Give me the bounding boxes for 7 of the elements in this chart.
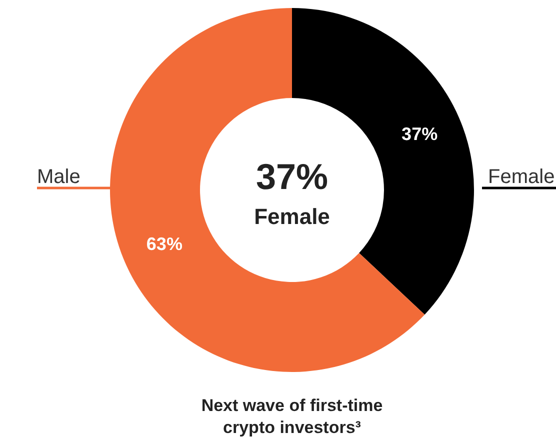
data-label: 37% [402,124,438,144]
text: Next wave of first-time crypto investors³ [201,396,383,437]
text: Female [254,204,330,229]
text: 37% [256,156,328,197]
slice-label: Male [37,166,80,188]
data-label: 63% [146,234,182,254]
slice-label: Female [488,166,555,188]
